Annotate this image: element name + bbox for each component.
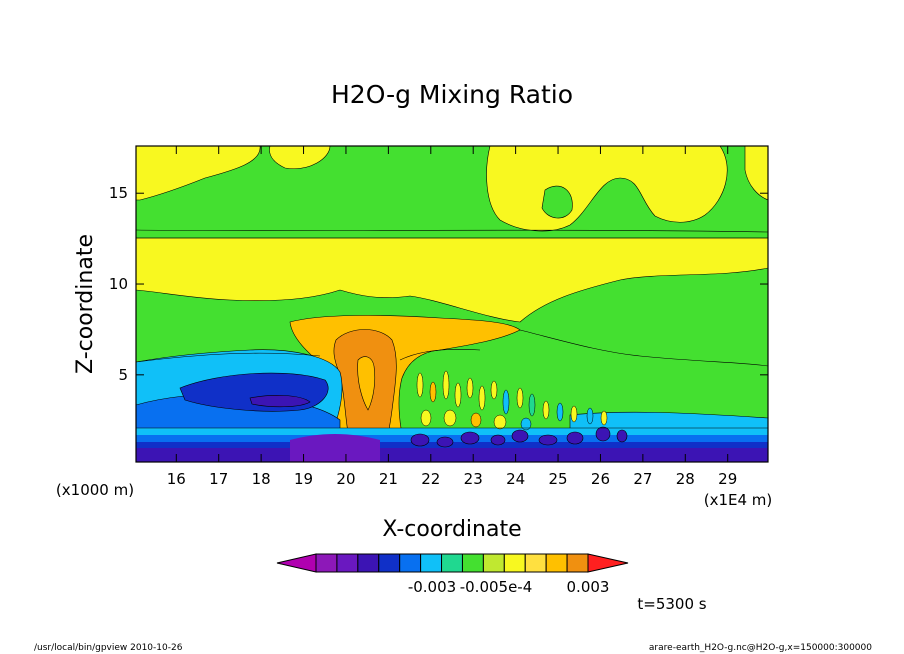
x-tick-label: 25 xyxy=(548,470,567,488)
colorbar-swatch xyxy=(315,553,338,573)
x-tick-label: 26 xyxy=(591,470,610,488)
colorbar-swatch xyxy=(378,553,401,573)
plot-frame xyxy=(135,145,769,463)
x-multiplier-label: (x1E4 m) xyxy=(704,491,773,509)
contour-field xyxy=(136,146,768,462)
x-tick-label: 18 xyxy=(252,470,271,488)
footer-right: arare-earth_H2O-g.nc@H2O-g,x=150000:3000… xyxy=(649,643,872,653)
colorbar-swatch xyxy=(420,553,443,573)
turbulence-streaks xyxy=(416,370,608,431)
colorbar-swatch xyxy=(566,553,589,573)
colorbar-swatch xyxy=(336,553,359,573)
surface-turbulence xyxy=(410,426,628,448)
colorbar-swatch xyxy=(482,553,505,573)
contour-lines xyxy=(136,229,768,429)
x-axis-ticks: 16 17 18 19 20 21 22 23 24 25 26 27 28 29 xyxy=(167,146,737,488)
x-tick-label: 23 xyxy=(464,470,483,488)
x-tick-label: 19 xyxy=(294,470,313,488)
upper-yellow-blob-left xyxy=(136,146,261,201)
x-tick-label: 27 xyxy=(633,470,652,488)
x-axis-label: X-coordinate xyxy=(382,517,521,542)
upper-green-hole xyxy=(541,185,573,219)
colorbar-swatch xyxy=(357,553,380,573)
colorbar-label-2: -0.005e-4 xyxy=(460,578,533,596)
surface-purple-patch xyxy=(290,434,380,462)
x-tick-label: 21 xyxy=(379,470,398,488)
colorbar-label-1: -0.003 xyxy=(408,578,456,596)
colorbar-swatch xyxy=(503,553,526,573)
x-tick-label: 20 xyxy=(336,470,355,488)
colorbar-label-3: 0.003 xyxy=(567,578,610,596)
y-axis-label: Z-coordinate xyxy=(73,234,98,374)
y-tick-label: 5 xyxy=(118,366,128,384)
x-unit-label: (x1000 m) xyxy=(56,481,134,499)
dark-blue-inner xyxy=(249,395,311,408)
colorbar-swatch xyxy=(441,553,463,573)
colorbar-swatch xyxy=(399,553,422,573)
plume-inner-orange-cell xyxy=(357,356,376,411)
surface-layer-indigo xyxy=(136,448,768,462)
x-tick-label: 17 xyxy=(209,470,228,488)
x-tick-label: 16 xyxy=(167,470,186,488)
mid-yellow-band xyxy=(136,237,768,323)
chart-title: H2O-g Mixing Ratio xyxy=(331,80,573,109)
colorbar-swatch xyxy=(461,553,484,573)
colorbar xyxy=(276,553,629,573)
upper-yellow-blob-center xyxy=(269,146,331,169)
footer-left: /usr/local/bin/gpview 2010-10-26 xyxy=(34,643,183,653)
time-label: t=5300 s xyxy=(637,595,706,613)
colorbar-high-arrow xyxy=(587,553,629,573)
colorbar-low-arrow xyxy=(276,553,317,573)
y-tick-label: 10 xyxy=(109,275,128,293)
x-tick-label: 29 xyxy=(718,470,737,488)
x-tick-label: 24 xyxy=(506,470,525,488)
x-tick-label: 28 xyxy=(676,470,695,488)
y-axis-ticks: 5 10 15 xyxy=(109,184,768,384)
y-tick-label: 15 xyxy=(109,184,128,202)
x-tick-label: 22 xyxy=(421,470,440,488)
colorbar-swatch xyxy=(545,553,568,573)
colorbar-swatch xyxy=(524,553,547,573)
